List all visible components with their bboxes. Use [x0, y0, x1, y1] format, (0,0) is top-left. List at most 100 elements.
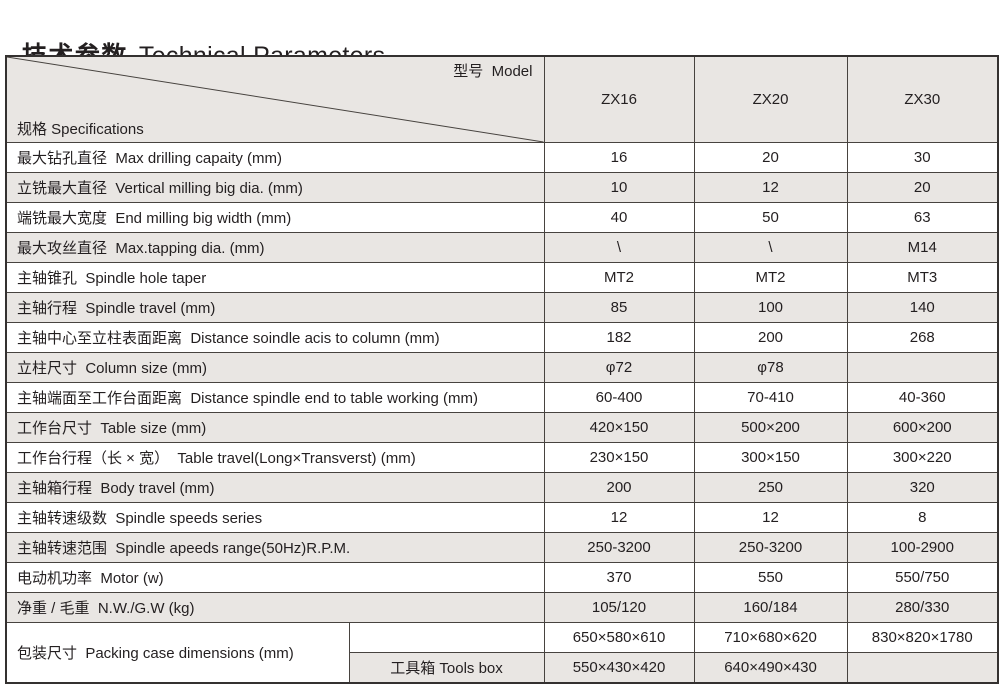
table-body: 最大钻孔直径 Max drilling capaity (mm) 16 20 30 立铣… — [5, 142, 999, 623]
packing-value: 710×680×620 — [693, 622, 848, 653]
row-value: MT3 — [846, 262, 999, 293]
row-value: 200 — [693, 322, 848, 353]
row-label: 立柱尺寸 Column size (mm) — [5, 352, 545, 383]
row-label: 主轴行程 Spindle travel (mm) — [5, 292, 545, 323]
table-row: 主轴箱行程 Body travel (mm) 200 250 320 — [5, 472, 999, 503]
row-label: 电动机功率 Motor (w) — [5, 562, 545, 593]
row-value: 550 — [693, 562, 848, 593]
row-label: 工作台行程（长 × 宽） Table travel(Long×Transvers… — [5, 442, 545, 473]
packing-empty-subcell — [348, 622, 545, 653]
table-row: 最大钻孔直径 Max drilling capaity (mm) 16 20 30 — [5, 142, 999, 173]
table-row: 主轴转速范围 Spindle apeeds range(50Hz)R.P.M. 2… — [5, 532, 999, 563]
row-value: 300×220 — [846, 442, 999, 473]
row-label: 主轴中心至立柱表面距离 Distance soindle acis to col… — [5, 322, 545, 353]
row-value: φ78 — [693, 352, 848, 383]
row-label: 净重 / 毛重 N.W./G.W (kg) — [5, 592, 545, 623]
packing-value: 650×580×610 — [543, 622, 695, 653]
row-value: 200 — [543, 472, 695, 503]
row-value: 370 — [543, 562, 695, 593]
row-value: 20 — [693, 142, 848, 173]
row-value: 250-3200 — [693, 532, 848, 563]
packing-row-1: 包装尺寸 Packing case dimensions (mm) 650×58… — [5, 622, 999, 683]
table-row: 主轴锥孔 Spindle hole taper MT2 MT2 MT3 — [5, 262, 999, 293]
row-value: 300×150 — [693, 442, 848, 473]
table-row: 工作台尺寸 Table size (mm) 420×150 500×200 600×2… — [5, 412, 999, 443]
row-value: M14 — [846, 232, 999, 263]
row-value: 320 — [846, 472, 999, 503]
row-value: MT2 — [693, 262, 848, 293]
row-label: 最大攻丝直径 Max.tapping dia. (mm) — [5, 232, 545, 263]
row-value: 268 — [846, 322, 999, 353]
packing-value: 640×490×430 — [693, 652, 848, 683]
table-row: 主轴中心至立柱表面距离 Distance soindle acis to col… — [5, 322, 999, 353]
technical-parameters-table: 规格 Specifications 型号 Model ZX16 ZX20 ZX3… — [5, 55, 999, 684]
row-value: 550/750 — [846, 562, 999, 593]
row-label: 立铣最大直径 Vertical milling big dia. (mm) — [5, 172, 545, 203]
table-row: 端铣最大宽度 End milling big width (mm) 40 50 63 — [5, 202, 999, 233]
row-value: 85 — [543, 292, 695, 323]
packing-value: 550×430×420 — [543, 652, 695, 683]
row-value: 182 — [543, 322, 695, 353]
row-value: 500×200 — [693, 412, 848, 443]
table-row: 净重 / 毛重 N.W./G.W (kg) 105/120 160/184 280/3… — [5, 592, 999, 623]
row-value: 10 — [543, 172, 695, 203]
row-label: 工作台尺寸 Table size (mm) — [5, 412, 545, 443]
row-value: \ — [693, 232, 848, 263]
row-value: 60-400 — [543, 382, 695, 413]
row-value: 160/184 — [693, 592, 848, 623]
row-value: 105/120 — [543, 592, 695, 623]
row-value — [846, 352, 999, 383]
table-row: 电动机功率 Motor (w) 370 550 550/750 — [5, 562, 999, 593]
row-label: 主轴转速级数 Spindle speeds series — [5, 502, 545, 533]
model-header-label: 型号 Model — [453, 63, 533, 80]
column-header-zx20: ZX20 — [693, 55, 848, 143]
row-label: 主轴转速范围 Spindle apeeds range(50Hz)R.P.M. — [5, 532, 545, 563]
packing-value — [846, 652, 999, 683]
table-row: 立柱尺寸 Column size (mm) φ72 φ78 — [5, 352, 999, 383]
row-value: 420×150 — [543, 412, 695, 443]
row-value: 20 — [846, 172, 999, 203]
row-value: 250 — [693, 472, 848, 503]
tools-box-subcell: 工具箱 Tools box — [348, 652, 545, 683]
row-value: 100 — [693, 292, 848, 323]
row-value: 280/330 — [846, 592, 999, 623]
diagonal-divider-line — [7, 57, 544, 142]
table-row: 主轴转速级数 Spindle speeds series 12 12 8 — [5, 502, 999, 533]
column-header-zx16: ZX16 — [543, 55, 695, 143]
table-row: 最大攻丝直径 Max.tapping dia. (mm) \ \ M14 — [5, 232, 999, 263]
row-label: 端铣最大宽度 End milling big width (mm) — [5, 202, 545, 233]
row-value: 12 — [693, 502, 848, 533]
table-row: 立铣最大直径 Vertical milling big dia. (mm) 10 1… — [5, 172, 999, 203]
row-value: 600×200 — [846, 412, 999, 443]
row-value: 8 — [846, 502, 999, 533]
column-header-zx30: ZX30 — [846, 55, 999, 143]
row-value: 70-410 — [693, 382, 848, 413]
table-row: 主轴端面至工作台面距离 Distance spindle end to tabl… — [5, 382, 999, 413]
row-value: 16 — [543, 142, 695, 173]
table-header-row: 规格 Specifications 型号 Model ZX16 ZX20 ZX3… — [5, 55, 999, 143]
row-value: 140 — [846, 292, 999, 323]
row-value: 12 — [543, 502, 695, 533]
row-value: 230×150 — [543, 442, 695, 473]
spec-header-label: 规格 Specifications — [17, 121, 144, 138]
row-value: 250-3200 — [543, 532, 695, 563]
row-label: 最大钻孔直径 Max drilling capaity (mm) — [5, 142, 545, 173]
spec-model-diagonal-cell: 规格 Specifications 型号 Model — [5, 55, 545, 143]
row-label: 主轴端面至工作台面距离 Distance spindle end to tabl… — [5, 382, 545, 413]
packing-section: 包装尺寸 Packing case dimensions (mm) 650×58… — [5, 622, 999, 683]
row-value: 50 — [693, 202, 848, 233]
row-label: 主轴锥孔 Spindle hole taper — [5, 262, 545, 293]
table-row: 工作台行程（长 × 宽） Table travel(Long×Transvers… — [5, 442, 999, 473]
table-head: 规格 Specifications 型号 Model ZX16 ZX20 ZX3… — [5, 55, 999, 143]
row-value: \ — [543, 232, 695, 263]
table-row: 主轴行程 Spindle travel (mm) 85 100 140 — [5, 292, 999, 323]
row-value: 100-2900 — [846, 532, 999, 563]
packing-value: 830×820×1780 — [846, 622, 999, 653]
row-value: φ72 — [543, 352, 695, 383]
row-value: 12 — [693, 172, 848, 203]
row-value: 30 — [846, 142, 999, 173]
row-value: 40-360 — [846, 382, 999, 413]
row-label: 主轴箱行程 Body travel (mm) — [5, 472, 545, 503]
row-value: 40 — [543, 202, 695, 233]
row-value: 63 — [846, 202, 999, 233]
